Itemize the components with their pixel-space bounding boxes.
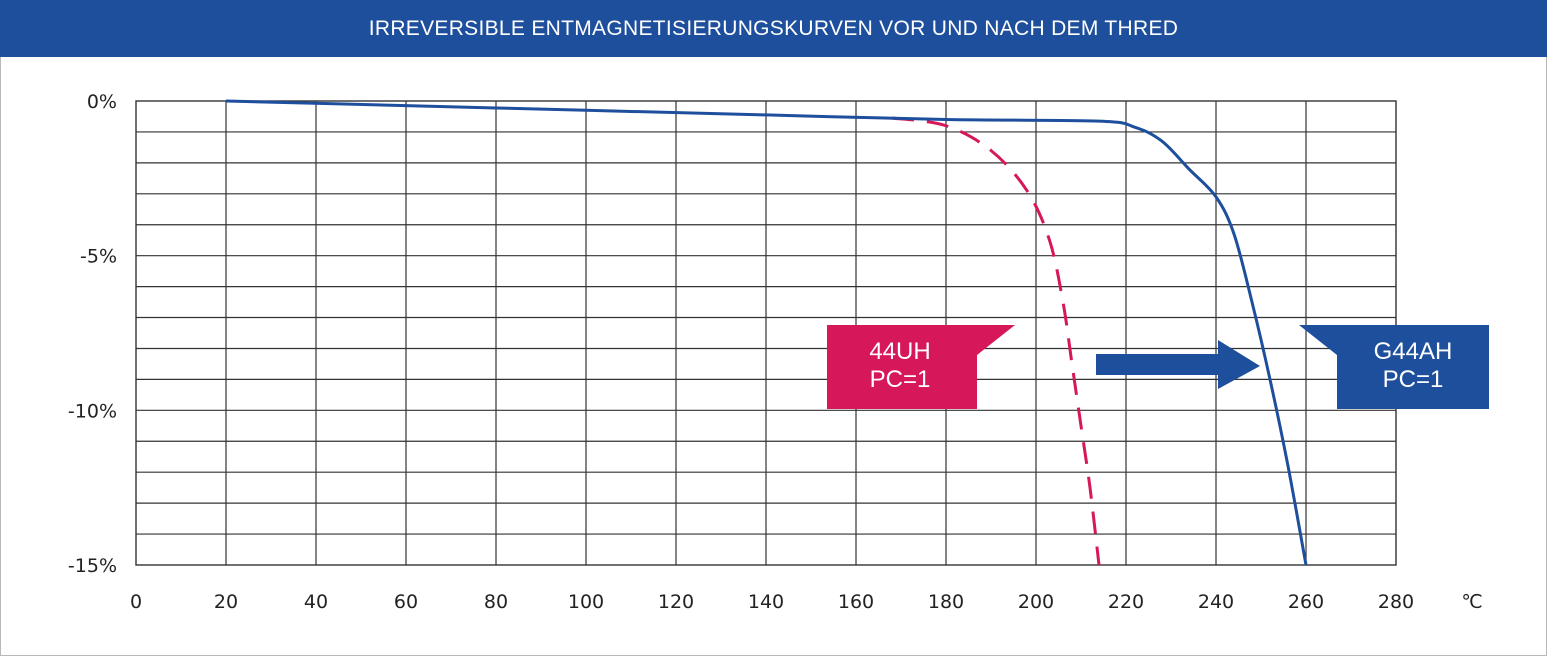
y-tick-label: 0%	[87, 91, 117, 113]
x-axis-ticks: 0 20 40 60 80 100 120 140 160 180 200 220 240 260 280 ℃	[130, 591, 1483, 613]
x-tick-label: 240	[1198, 591, 1234, 613]
series-line-44uh	[891, 116, 1101, 566]
x-tick-label: 40	[304, 591, 328, 613]
x-tick-label: 0	[130, 591, 142, 613]
callout-box	[1337, 325, 1489, 409]
callout-text: 44UH	[869, 338, 930, 365]
callout-pointer	[977, 325, 1015, 355]
callout-text: G44AH	[1374, 338, 1453, 365]
x-tick-label: 200	[1018, 591, 1054, 613]
y-tick-label: -5%	[80, 246, 117, 268]
x-tick-label: 140	[748, 591, 784, 613]
y-tick-label: -15%	[68, 555, 117, 577]
x-tick-label: 100	[568, 591, 604, 613]
callout-text: PC=1	[1383, 366, 1444, 393]
x-tick-label: 120	[658, 591, 694, 613]
y-axis-ticks: 0% -5% -10% -15%	[68, 91, 117, 577]
x-tick-label: 180	[928, 591, 964, 613]
x-tick-label: 80	[484, 591, 508, 613]
series-layer	[225, 99, 1308, 566]
chart-title: IRREVERSIBLE ENTMAGNETISIERUNGSKURVEN VO…	[0, 0, 1547, 57]
callout-box	[827, 325, 977, 409]
x-tick-label: 260	[1288, 591, 1324, 613]
x-tick-label: 280	[1378, 591, 1414, 613]
x-unit-label: ℃	[1461, 591, 1482, 613]
grid	[135, 100, 1397, 566]
y-tick-label: -10%	[68, 400, 117, 422]
callout-pointer	[1299, 325, 1337, 355]
x-tick-label: 160	[838, 591, 874, 613]
callout-text: PC=1	[870, 366, 931, 393]
series-line-g44ah	[225, 99, 1308, 566]
x-tick-label: 60	[394, 591, 418, 613]
x-tick-label: 220	[1108, 591, 1144, 613]
shift-arrow-icon	[1096, 340, 1260, 389]
x-tick-label: 20	[214, 591, 238, 613]
